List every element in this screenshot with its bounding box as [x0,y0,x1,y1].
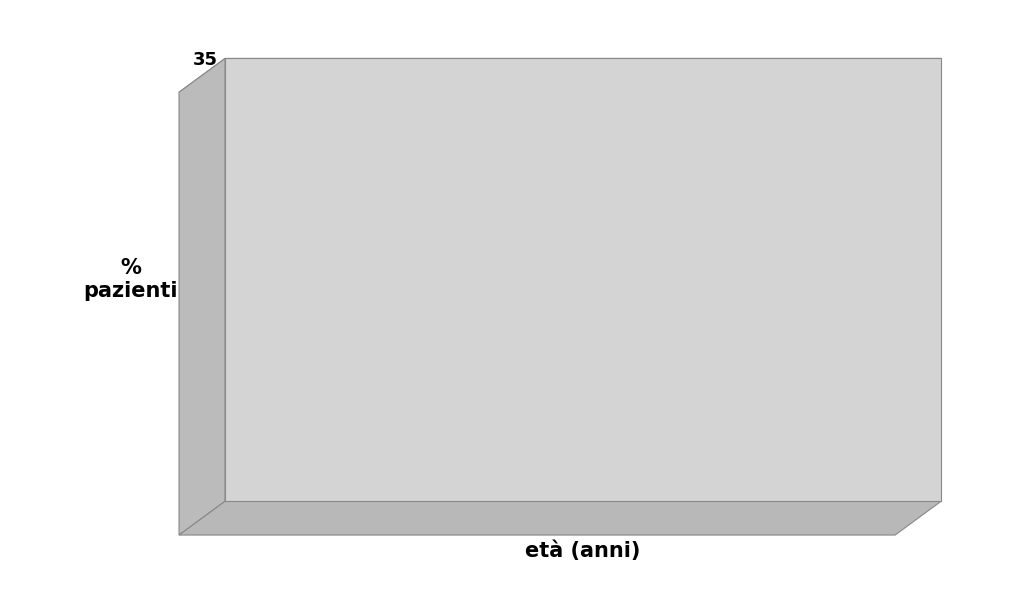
Polygon shape [543,270,582,501]
Y-axis label: %
pazienti: % pazienti [83,258,178,301]
Polygon shape [265,169,403,185]
Polygon shape [802,97,901,501]
Polygon shape [623,122,722,501]
Polygon shape [901,80,940,501]
Polygon shape [364,169,403,501]
Polygon shape [444,270,582,286]
Polygon shape [623,105,761,122]
Polygon shape [722,105,761,501]
Polygon shape [444,286,543,501]
X-axis label: età (anni): età (anni) [526,541,640,561]
Polygon shape [802,80,940,97]
Polygon shape [265,185,364,501]
